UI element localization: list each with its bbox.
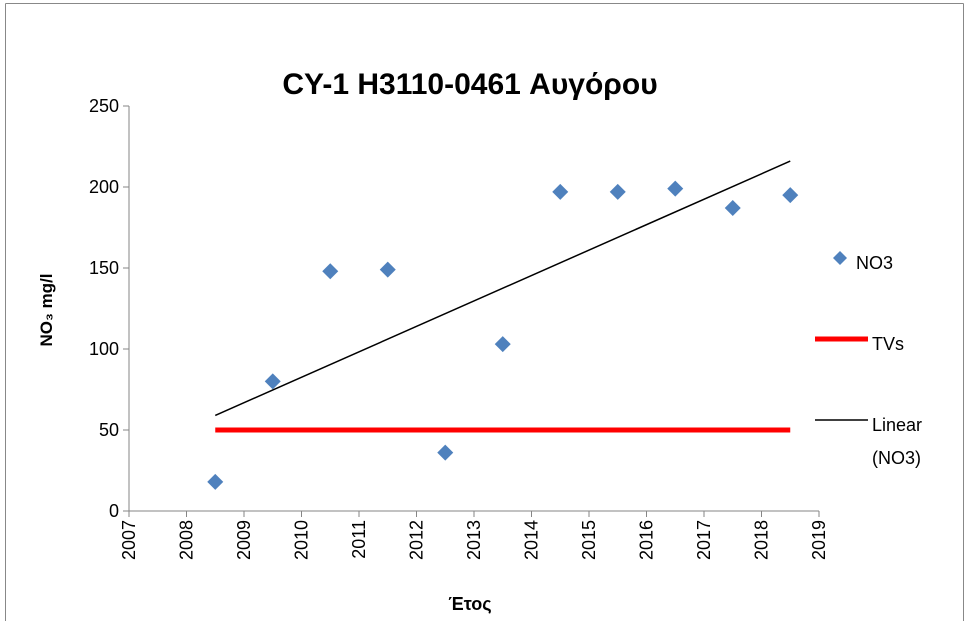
x-tick-label: 2010: [292, 520, 312, 560]
x-axis-title: Έτος: [448, 594, 491, 614]
data-point: [322, 263, 339, 280]
data-point: [264, 373, 281, 390]
x-tick-label: 2012: [407, 520, 427, 560]
data-point: [724, 200, 741, 217]
x-tick-label: 2014: [522, 520, 542, 560]
legend-label: NO3: [856, 253, 894, 273]
x-tick-label: 2019: [809, 520, 829, 560]
y-axis-title: NO₃ mg/l: [37, 273, 56, 346]
x-tick-label: 2009: [234, 520, 254, 560]
data-point: [494, 336, 511, 353]
x-tick-label: 2016: [637, 520, 657, 560]
legend-label: TVs: [872, 334, 905, 354]
data-point: [782, 187, 799, 204]
data-point: [609, 183, 626, 200]
x-tick-label: 2013: [464, 520, 484, 560]
x-tick-label: 2017: [694, 520, 714, 560]
legend-label: Linear (NO3): [872, 415, 923, 468]
data-point: [667, 180, 684, 197]
x-tick-label: 2018: [752, 520, 772, 560]
y-tick-label: 250: [89, 96, 119, 116]
data-point: [379, 261, 396, 278]
data-point: [207, 473, 224, 490]
x-tick-label: 2007: [119, 520, 139, 560]
x-tick-label: 2015: [579, 520, 599, 560]
y-tick-label: 150: [89, 258, 119, 278]
y-tick-label: 0: [109, 501, 119, 521]
chart-title: CY-1 H3110-0461 Αυγόρου: [282, 68, 657, 101]
y-tick-label: 200: [89, 177, 119, 197]
y-tick-label: 100: [89, 339, 119, 359]
x-tick-label: 2008: [177, 520, 197, 560]
x-tick-label: 2011: [349, 520, 369, 559]
series-line: [214, 160, 791, 417]
legend-swatch: [833, 251, 847, 265]
data-point: [552, 183, 569, 200]
data-point: [437, 444, 454, 461]
y-tick-label: 50: [99, 420, 119, 440]
